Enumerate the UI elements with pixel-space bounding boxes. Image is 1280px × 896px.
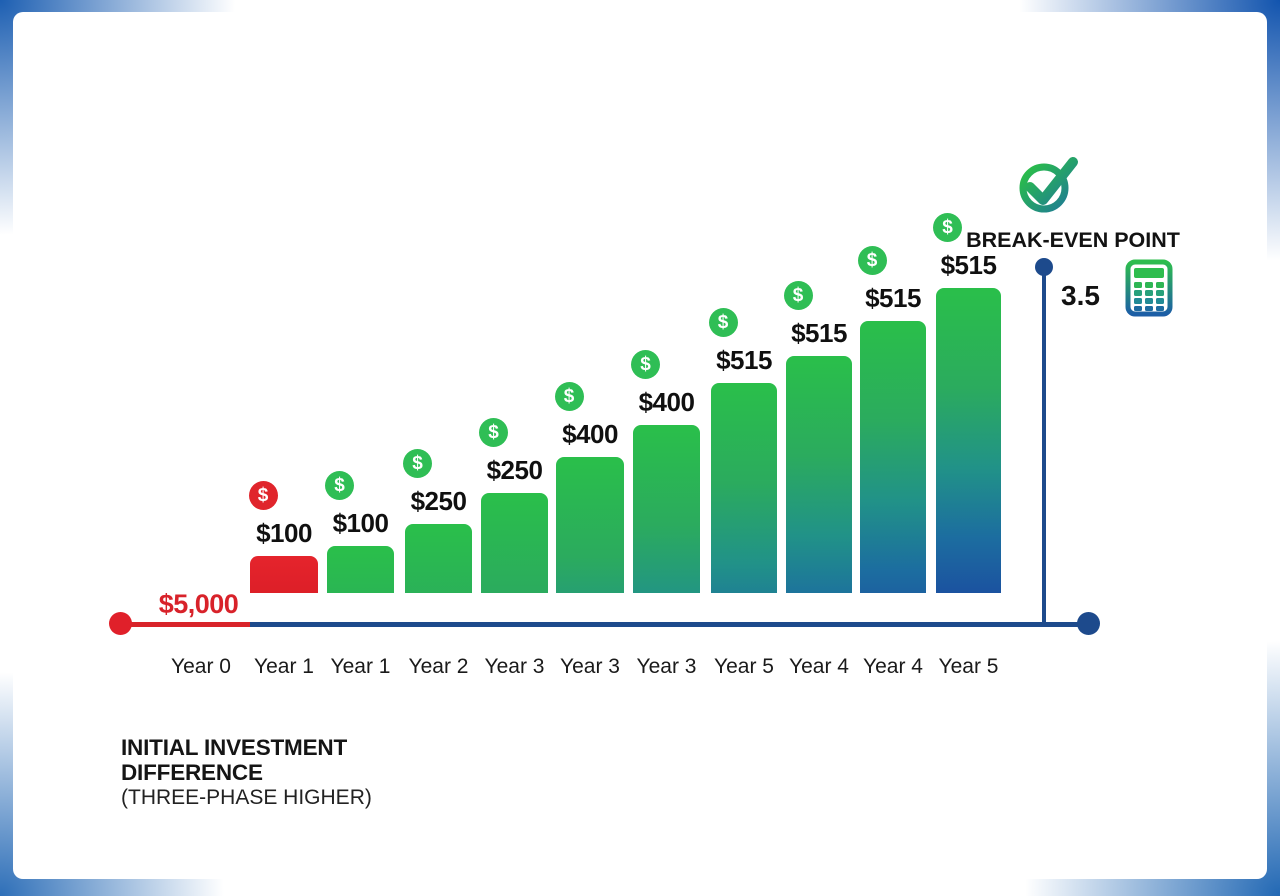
- bar-value-label: $100: [256, 518, 312, 548]
- bar-column: $ $515: [857, 246, 926, 593]
- bar-value-label: $515: [791, 318, 847, 348]
- bar: [481, 493, 548, 593]
- bar-value-label: $400: [562, 419, 618, 449]
- footnote-line2: DIFFERENCE: [121, 760, 263, 785]
- dollar-coin-icon: $: [631, 350, 660, 379]
- bar: [250, 556, 318, 593]
- bar: [556, 457, 624, 593]
- bar-column: $ $515: [708, 308, 777, 593]
- bar: [711, 383, 777, 593]
- dollar-coin-icon: $: [479, 418, 508, 447]
- dollar-symbol: $: [334, 474, 345, 496]
- x-axis-label: Year 3: [636, 655, 697, 678]
- dollar-symbol: $: [640, 353, 651, 375]
- initial-investment-annotation: $5,000: [158, 589, 239, 619]
- break-even-marker-dot: [1035, 258, 1053, 276]
- dollar-coin-icon: $: [325, 471, 354, 500]
- infographic-card: BREAK-EVEN POINT 3.5: [13, 12, 1267, 879]
- bar-value-label: $400: [638, 387, 695, 417]
- bar: [327, 546, 394, 593]
- check-circle-icon: [1019, 157, 1078, 213]
- x-axis-label: Year 3: [484, 655, 545, 678]
- bar-column: $ $250: [479, 418, 548, 593]
- x-axis-label: Year 4: [789, 655, 849, 678]
- x-axis-label-origin: Year 0: [171, 655, 231, 678]
- chart-area: BREAK-EVEN POINT 3.5: [13, 12, 1267, 879]
- calculator-icon: [1125, 259, 1173, 317]
- dollar-coin-icon: $: [403, 449, 432, 478]
- bar: [860, 321, 926, 593]
- dollar-symbol: $: [257, 484, 269, 506]
- break-even-value: 3.5: [1061, 280, 1100, 311]
- bar-value-label: $515: [716, 345, 772, 375]
- x-axis-label: Year 2: [408, 655, 469, 678]
- axis-end-dot: [1077, 612, 1100, 635]
- dollar-symbol: $: [942, 216, 953, 238]
- x-axis-label: Year 1: [254, 655, 314, 678]
- dollar-coin-icon: $: [708, 308, 738, 337]
- break-even-title: BREAK-EVEN POINT: [966, 228, 1180, 252]
- bar: [786, 356, 852, 593]
- dollar-symbol: $: [412, 452, 423, 474]
- bar-value-label: $250: [486, 455, 543, 485]
- dollar-coin-icon: $: [554, 382, 584, 411]
- dollar-symbol: $: [563, 385, 575, 407]
- axis-segment-navy: [250, 622, 1090, 627]
- bar: [633, 425, 700, 593]
- break-even-line: [1042, 267, 1046, 624]
- bar-column: $ $100: [248, 481, 318, 593]
- bar-column: $ $515: [783, 281, 852, 593]
- bar-column: $ $100: [325, 471, 394, 593]
- x-axis-label: Year 4: [863, 655, 923, 678]
- x-axis-label: Year 1: [330, 655, 391, 678]
- x-axis-label: Year 3: [560, 655, 620, 678]
- bar-column: $ $515: [933, 213, 1001, 593]
- dollar-symbol: $: [717, 311, 729, 333]
- bar-column: $ $400: [631, 350, 700, 593]
- bar-column: $ $400: [554, 382, 624, 593]
- bar-value-label: $515: [865, 283, 921, 313]
- dollar-coin-icon: $: [933, 213, 962, 242]
- dollar-symbol: $: [866, 249, 878, 271]
- bar-value-label: $515: [940, 250, 997, 280]
- dollar-symbol: $: [792, 284, 804, 306]
- dollar-coin-icon: $: [857, 246, 887, 275]
- bar-column: $ $250: [403, 449, 472, 593]
- bar-value-label: $100: [332, 508, 389, 538]
- footnote-line1: INITIAL INVESTMENT: [121, 735, 347, 760]
- dollar-symbol: $: [488, 421, 499, 443]
- axis-segment-red: [120, 622, 252, 627]
- dollar-coin-icon: $: [783, 281, 813, 310]
- bar-value-label: $250: [410, 486, 467, 516]
- x-axis-label: Year 5: [938, 655, 999, 678]
- bar: [405, 524, 472, 593]
- bar: [936, 288, 1001, 593]
- footnote: INITIAL INVESTMENT DIFFERENCE (THREE-PHA…: [121, 735, 372, 811]
- dollar-coin-icon: $: [248, 481, 278, 510]
- footnote-line3: (THREE-PHASE HIGHER): [121, 786, 372, 809]
- x-axis-label: Year 5: [714, 655, 774, 678]
- axis-start-dot: [109, 612, 132, 635]
